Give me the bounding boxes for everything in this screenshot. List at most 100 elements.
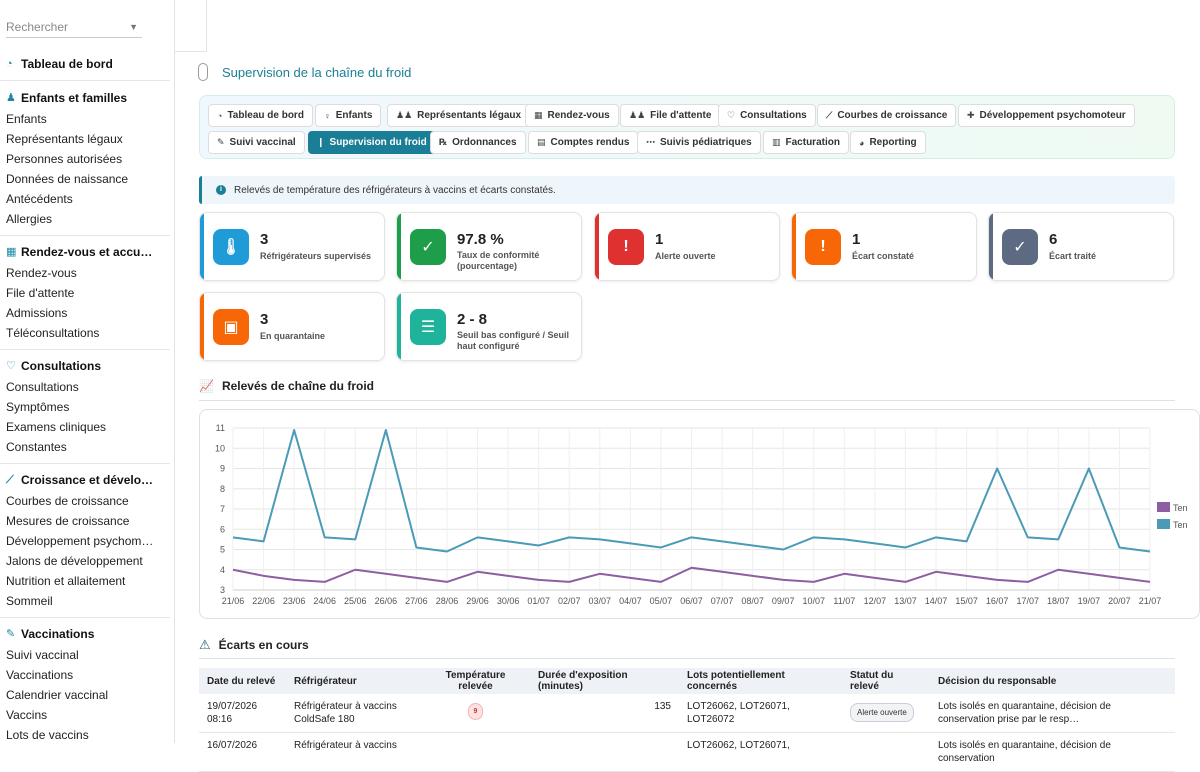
divider — [0, 235, 170, 236]
tab-1[interactable]: ♀ Enfants — [315, 104, 382, 127]
sidebar-item[interactable]: Vaccins — [6, 708, 48, 722]
column-header[interactable]: Lots potentiellement concernés — [679, 668, 842, 694]
tab-13[interactable]: ▥ Facturation — [763, 131, 849, 154]
temperature-line-chart: 3 4 5 6 7 8 9 10 11 21/06 22/06 23/06 24/06 25/06 26/0… — [215, 423, 1188, 606]
tab-10[interactable]: ℞ Ordonnances — [430, 131, 526, 154]
card-accent — [792, 213, 796, 280]
column-header[interactable]: Durée d'exposition (minutes) — [530, 668, 679, 694]
sidebar-item[interactable]: Sommeil — [6, 594, 53, 608]
divider — [0, 80, 170, 81]
legend-swatch — [1157, 502, 1170, 512]
stat-value: 3 — [260, 231, 269, 248]
sidebar-section-label: Vaccinations — [21, 627, 95, 641]
sidebar-item[interactable]: Téléconsultations — [6, 326, 100, 340]
tab-3[interactable]: ▦ Rendez-vous — [525, 104, 619, 127]
sidebar-item[interactable]: Suivi vaccinal — [6, 648, 79, 662]
sidebar-item[interactable]: Admissions — [6, 306, 68, 320]
sidebar-item[interactable]: Rendez-vous — [6, 266, 77, 280]
sidebar-section-1[interactable]: ▦ Rendez-vous et accu… — [6, 245, 152, 259]
deviations-table: Date du relevé Réfrigérateur Température r… — [199, 668, 1175, 772]
x-tick-label: 01/07 — [527, 596, 550, 606]
tab-9[interactable]: ❙ Supervision du froid — [308, 131, 436, 154]
sidebar-item[interactable]: Examens cliniques — [6, 420, 107, 434]
table-cell: 9 — [421, 694, 530, 733]
sidebar-item[interactable]: Constantes — [6, 440, 67, 454]
sidebar-section-4[interactable]: ✎ Vaccinations — [6, 627, 94, 641]
table-cell: 16/07/2026 — [199, 732, 286, 772]
thermometer-icon: ❙ — [317, 137, 325, 147]
tab-5[interactable]: ♡ Consultations — [718, 104, 816, 127]
stat-label: Réfrigérateurs supervisés — [260, 251, 372, 261]
sidebar-section-0[interactable]: ♟ Enfants et familles — [6, 91, 127, 105]
card-accent — [200, 293, 204, 360]
y-tick-label: 10 — [215, 443, 225, 453]
sidebar-item[interactable]: Représentants légaux — [6, 132, 123, 146]
sidebar-item[interactable]: Mesures de croissance — [6, 514, 130, 528]
table-row[interactable]: 16/07/2026 Réfrigérateur à vaccins LOT2606… — [199, 732, 1175, 772]
stat-value: 2 - 8 — [457, 311, 488, 328]
x-tick-label: 22/06 — [252, 596, 275, 606]
sidebar-item[interactable]: Jalons de développement — [6, 554, 143, 568]
chevron-down-icon[interactable]: ▼ — [129, 22, 138, 32]
users-icon: ♟ — [6, 91, 16, 104]
sidebar-section-2[interactable]: ♡ Consultations — [6, 359, 101, 373]
column-header[interactable]: Température relevée — [421, 668, 530, 694]
tab-7[interactable]: ✚ Développement psychomoteur — [958, 104, 1135, 127]
sidebar-item[interactable]: Nutrition et allaitement — [6, 574, 126, 588]
tab-0[interactable]: ◔ Tableau de bord — [208, 104, 313, 127]
sidebar-item[interactable]: Antécédents — [6, 192, 73, 206]
tab-label: Courbes de croissance — [837, 110, 948, 121]
card-accent — [397, 293, 401, 360]
tab-6[interactable]: ⟋ Courbes de croissance — [817, 104, 957, 127]
y-tick-label: 4 — [220, 565, 225, 575]
line-chart-icon: 📈 — [199, 379, 214, 393]
tab-12[interactable]: ⋯ Suivis pédiatriques — [637, 131, 761, 154]
table-row[interactable]: 19/07/2026 08:16 Réfrigérateur à vaccins … — [199, 694, 1175, 733]
table-cell: Réfrigérateur à vaccins — [286, 732, 421, 772]
column-header[interactable]: Réfrigérateur — [286, 668, 421, 694]
table-cell — [421, 732, 530, 772]
sidebar-item[interactable]: Courbes de croissance — [6, 494, 129, 508]
dashboard-icon: ◔ — [6, 57, 13, 70]
column-header[interactable]: Date du relevé — [199, 668, 286, 694]
sidebar-item[interactable]: Données de naissance — [6, 172, 129, 186]
legend-label: Ten — [1173, 503, 1188, 513]
sidebar-section-label: Croissance et dévelo… — [21, 473, 154, 487]
tab-label: Enfants — [335, 110, 373, 121]
stat-card: ✓ 97.8 % Taux de conformité (pourcentage) — [396, 212, 582, 281]
sidebar-item-dashboard[interactable]: ◔ Tableau de bord — [6, 57, 113, 71]
sidebar-section-3[interactable]: ⟋ Croissance et dévelo… — [6, 473, 153, 487]
tab-label: File d'attente — [650, 110, 712, 121]
sidebar: Rechercher ▼ ◔ Tableau de bord ♟ Enfants et… — [0, 0, 175, 743]
x-tick-label: 05/07 — [650, 596, 673, 606]
sidebar-item[interactable]: Lots de vaccins — [6, 728, 89, 742]
tab-2[interactable]: ♟♟ Représentants légaux — [387, 104, 531, 127]
tab-11[interactable]: ▤ Comptes rendus — [528, 131, 639, 154]
card-accent — [200, 213, 204, 280]
column-header[interactable]: Décision du responsable — [930, 668, 1175, 694]
sidebar-item[interactable]: Calendrier vaccinal — [6, 688, 109, 702]
sidebar-item[interactable]: Personnes autorisées — [6, 152, 123, 166]
x-tick-label: 15/07 — [955, 596, 978, 606]
sidebar-item[interactable]: Enfants — [6, 112, 47, 126]
x-tick-label: 04/07 — [619, 596, 642, 606]
x-tick-label: 27/06 — [405, 596, 428, 606]
x-tick-label: 23/06 — [283, 596, 306, 606]
tab-8[interactable]: ✎ Suivi vaccinal — [208, 131, 305, 154]
column-header[interactable]: Statut du relevé — [842, 668, 930, 694]
info-text: Relevés de température des réfrigérateur… — [234, 184, 556, 196]
sidebar-item[interactable]: Consultations — [6, 380, 79, 394]
sidebar-item[interactable]: Vaccinations — [6, 668, 74, 682]
header-panel — [175, 0, 207, 52]
table-cell: Alerte ouverte — [842, 694, 930, 733]
tab-14[interactable]: ◕ Reporting — [850, 131, 926, 154]
sidebar-item[interactable]: Symptômes — [6, 400, 70, 414]
sidebar-item[interactable]: File d'attente — [6, 286, 75, 300]
sidebar-item[interactable]: Allergies — [6, 212, 53, 226]
x-tick-label: 14/07 — [925, 596, 948, 606]
divider — [0, 349, 170, 350]
tab-4[interactable]: ♟♟ File d'attente — [620, 104, 721, 127]
sidebar-item[interactable]: Développement psychom… — [6, 534, 154, 548]
x-tick-label: 08/07 — [741, 596, 764, 606]
search-input[interactable]: Rechercher ▼ — [6, 18, 142, 38]
